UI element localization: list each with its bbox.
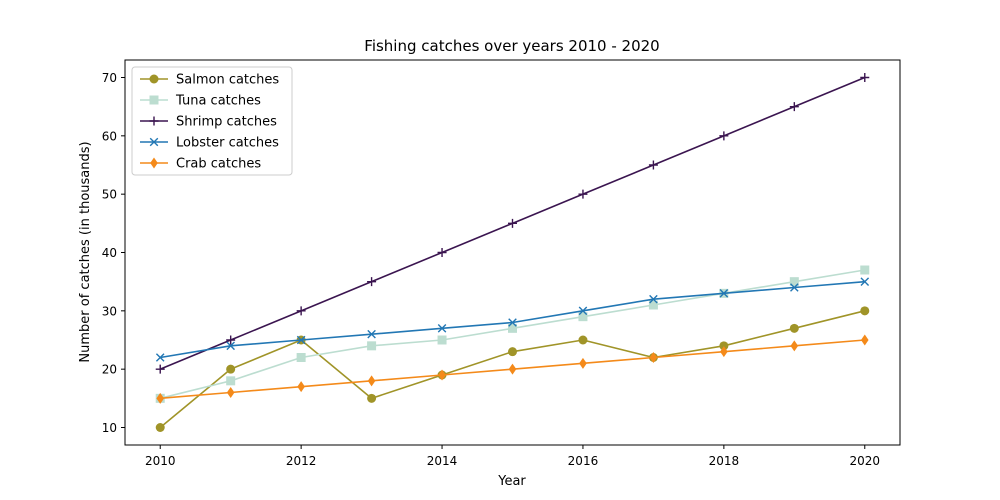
x-tick-label: 2020: [849, 454, 880, 468]
chart-title: Fishing catches over years 2010 - 2020: [364, 37, 659, 55]
data-point-crab: [438, 369, 446, 381]
legend-marker-tuna: [149, 95, 159, 105]
data-point-tuna: [508, 323, 517, 333]
legend-label-tuna: Tuna catches: [175, 94, 261, 109]
data-point-shrimp: [226, 335, 236, 345]
data-point-salmon: [719, 341, 729, 351]
data-point-shrimp: [860, 73, 870, 82]
y-axis-label: Number of catches (in thousands): [78, 141, 93, 362]
data-point-shrimp: [648, 160, 658, 170]
legend-label-lobster: Lobster catches: [176, 136, 279, 151]
x-tick-label: 2010: [145, 454, 176, 468]
data-point-shrimp: [578, 189, 588, 199]
y-tick-label: 60: [102, 129, 117, 143]
legend-marker-crab: [150, 157, 158, 169]
data-point-tuna: [648, 300, 658, 310]
legend-label-shrimp: Shrimp catches: [176, 115, 277, 130]
x-tick-label: 2016: [568, 454, 599, 468]
x-tick-label: 2014: [427, 454, 458, 468]
legend-marker-lobster: [149, 137, 159, 147]
series-line-tuna: [160, 269, 865, 400]
data-point-crab: [226, 387, 235, 398]
data-point-tuna: [860, 265, 870, 275]
data-point-tuna: [578, 312, 588, 322]
data-point-crab: [860, 334, 869, 346]
data-point-lobster: [367, 329, 376, 339]
y-tick-label: 40: [102, 246, 117, 260]
data-point-crab: [790, 340, 799, 352]
data-point-tuna: [226, 376, 236, 386]
data-point-tuna: [437, 335, 447, 345]
data-point-lobster: [790, 283, 799, 292]
data-point-lobster: [860, 277, 870, 286]
data-point-shrimp: [789, 102, 799, 112]
data-point-lobster: [155, 353, 165, 362]
y-tick-label: 20: [102, 363, 117, 377]
data-point-shrimp: [367, 277, 377, 287]
data-point-lobster: [226, 341, 235, 351]
data-point-salmon: [789, 323, 799, 333]
data-point-crab: [367, 375, 376, 387]
series-line-lobster: [160, 280, 865, 359]
data-point-salmon: [860, 306, 870, 316]
data-point-lobster: [649, 294, 658, 304]
data-point-lobster: [578, 306, 588, 316]
data-point-shrimp: [437, 248, 447, 257]
data-point-salmon: [367, 393, 377, 403]
legend-marker-salmon: [149, 74, 159, 84]
data-point-shrimp: [508, 218, 517, 228]
data-point-crab: [156, 392, 165, 404]
data-point-tuna: [367, 341, 377, 351]
x-tick-label: 2018: [709, 454, 740, 468]
data-point-crab: [720, 346, 728, 358]
data-point-tuna: [296, 353, 306, 362]
data-point-crab: [649, 352, 658, 363]
data-point-crab: [508, 363, 517, 375]
legend: Salmon catches Tuna catches Shrimp catches…: [131, 66, 293, 176]
data-point-tuna: [789, 277, 799, 287]
y-tick-label: 10: [102, 421, 117, 435]
data-point-shrimp: [719, 131, 729, 141]
data-point-crab: [579, 357, 587, 369]
y-tick-label: 70: [102, 71, 117, 85]
legend-box: [131, 66, 293, 176]
legend-label-crab: Crab catches: [176, 157, 261, 172]
y-tick-label: 30: [102, 304, 117, 318]
data-point-crab: [297, 381, 305, 393]
x-axis-label: Year: [497, 474, 526, 489]
data-point-lobster: [508, 318, 517, 327]
data-point-shrimp: [296, 306, 306, 316]
plot-area: [155, 73, 870, 432]
data-point-shrimp: [155, 364, 165, 374]
axes: 2010 2012 2014 2016 2018 2020 10 20 30 40 50 60 70: [102, 59, 901, 468]
legend-label-salmon: Salmon catches: [176, 73, 279, 88]
data-point-lobster: [437, 324, 447, 333]
legend-marker-shrimp: [149, 116, 159, 126]
data-point-lobster: [719, 289, 729, 298]
y-tick-label: 50: [102, 188, 117, 202]
x-tick-label: 2012: [286, 454, 317, 468]
data-point-salmon: [226, 364, 236, 374]
data-point-lobster: [296, 335, 306, 345]
data-point-salmon: [155, 423, 165, 432]
data-point-salmon: [578, 335, 588, 345]
data-point-salmon: [508, 347, 517, 357]
